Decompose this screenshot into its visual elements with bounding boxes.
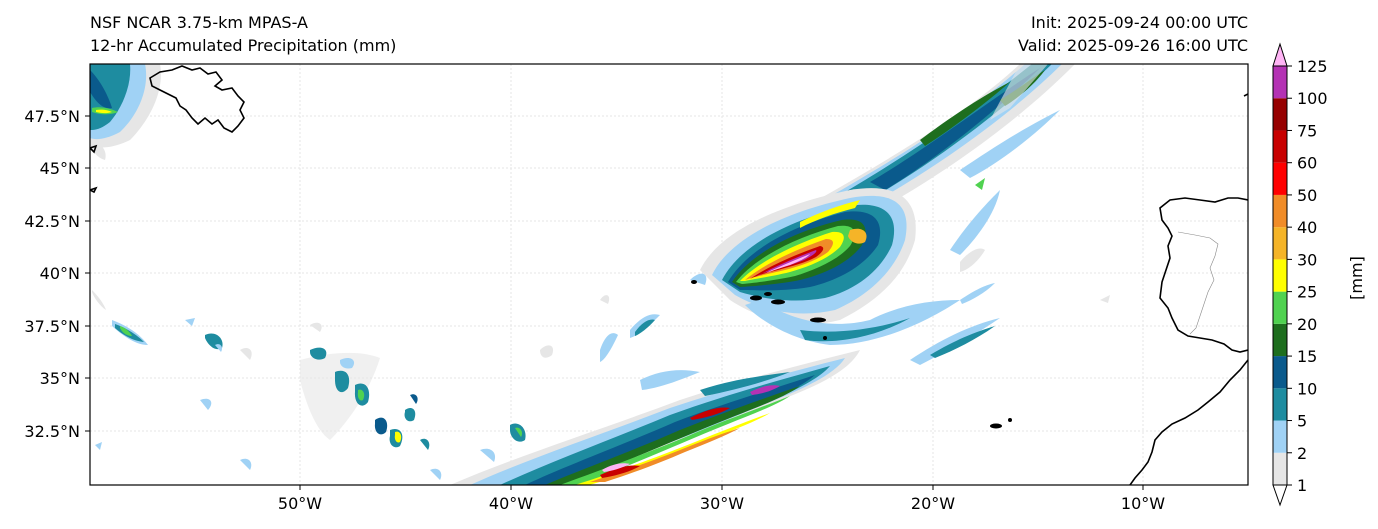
- colorbar-level-label: 50: [1297, 186, 1317, 205]
- colorbar-swatch: [1273, 259, 1287, 292]
- island-flores: [691, 280, 697, 284]
- lat-tick-label: 45°N: [40, 159, 80, 178]
- colorbar-swatch: [1273, 323, 1287, 357]
- init-time: Init: 2025-09-24 00:00 UTC: [1030, 13, 1248, 32]
- lon-tick-marks: [299, 485, 1144, 490]
- lat-tick-label: 37.5°N: [24, 317, 80, 336]
- island-porto-santo: [1008, 418, 1012, 422]
- island-sao-jorge: [764, 292, 772, 296]
- colorbar-unit-label: [mm]: [1347, 256, 1366, 300]
- colorbar-swatch: [1273, 420, 1287, 453]
- precip-band-south: [450, 350, 860, 485]
- lat-tick-marks: [85, 115, 90, 432]
- colorbar-level-label: 30: [1297, 250, 1317, 269]
- lat-tick-label: 40°N: [40, 264, 80, 283]
- lon-tick-label: 50°W: [278, 494, 322, 513]
- lat-tick-label: 32.5°N: [24, 422, 80, 441]
- coastlines: [90, 65, 1248, 485]
- lat-tick-labels: 47.5°N 45°N 42.5°N 40°N 37.5°N 35°N 32.5…: [24, 107, 80, 441]
- colorbar-max-arrow: [1272, 42, 1288, 67]
- island-madeira: [990, 423, 1002, 429]
- colorbar-swatch: [1273, 227, 1287, 260]
- colorbar-level-label: 2: [1297, 444, 1307, 463]
- colorbar-level-label: 125: [1297, 57, 1328, 76]
- lat-tick-label: 35°N: [40, 369, 80, 388]
- colorbar-level-label: 10: [1297, 379, 1317, 398]
- colorbar-swatch: [1273, 130, 1287, 163]
- map-content: [90, 64, 1248, 485]
- island-faial: [750, 295, 762, 301]
- colorbar-swatch: [1273, 452, 1287, 485]
- field-title: 12-hr Accumulated Precipitation (mm): [90, 36, 397, 55]
- island-sao-miguel: [810, 317, 826, 323]
- valid-time: Valid: 2025-09-26 16:00 UTC: [1017, 36, 1248, 55]
- colorbar-swatch: [1273, 194, 1287, 228]
- precip-northwest: [90, 64, 161, 160]
- colorbar-level-label: 15: [1297, 347, 1317, 366]
- lon-tick-labels: 50°W 40°W 30°W 20°W 10°W: [278, 494, 1165, 513]
- lat-tick-label: 47.5°N: [24, 107, 80, 126]
- colorbar-swatch: [1273, 98, 1287, 131]
- colorbar-frame: [1272, 65, 1288, 486]
- lat-tick-label: 42.5°N: [24, 212, 80, 231]
- precip-streaks: [540, 248, 1110, 390]
- colorbar-level-label: 1: [1297, 476, 1307, 495]
- model-title: NSF NCAR 3.75-km MPAS-A: [90, 13, 308, 32]
- lon-tick-label: 10°W: [1121, 494, 1165, 513]
- precip-west-cells: [92, 290, 526, 480]
- precip-cyclone-core: [700, 188, 960, 345]
- island-pico: [771, 299, 785, 305]
- colorbar-level-label: 25: [1297, 283, 1317, 302]
- lon-tick-label: 20°W: [911, 494, 955, 513]
- colorbar-swatch: [1273, 388, 1287, 421]
- colorbar-level-label: 40: [1297, 218, 1317, 237]
- colorbar-level-label: 100: [1297, 89, 1328, 108]
- island-santa-maria: [823, 336, 827, 340]
- map-frame: [89, 63, 1249, 486]
- colorbar-swatch: [1273, 66, 1287, 99]
- colorbar-level-label: 5: [1297, 412, 1307, 431]
- colorbar-swatch: [1273, 291, 1287, 324]
- colorbar-level-label: 75: [1297, 121, 1317, 140]
- precip-band-northeast: [800, 64, 1075, 255]
- lon-tick-label: 40°W: [489, 494, 533, 513]
- colorbar-min-arrow: [1272, 484, 1288, 507]
- islands: [691, 280, 1012, 429]
- lon-tick-label: 30°W: [700, 494, 744, 513]
- colorbar-level-label: 20: [1297, 315, 1317, 334]
- colorbar-swatch: [1273, 162, 1287, 195]
- colorbar-swatch: [1273, 356, 1287, 389]
- colorbar-level-label: 60: [1297, 154, 1317, 173]
- border-spain-portugal: [1177, 231, 1219, 335]
- gridlines: [90, 64, 1248, 485]
